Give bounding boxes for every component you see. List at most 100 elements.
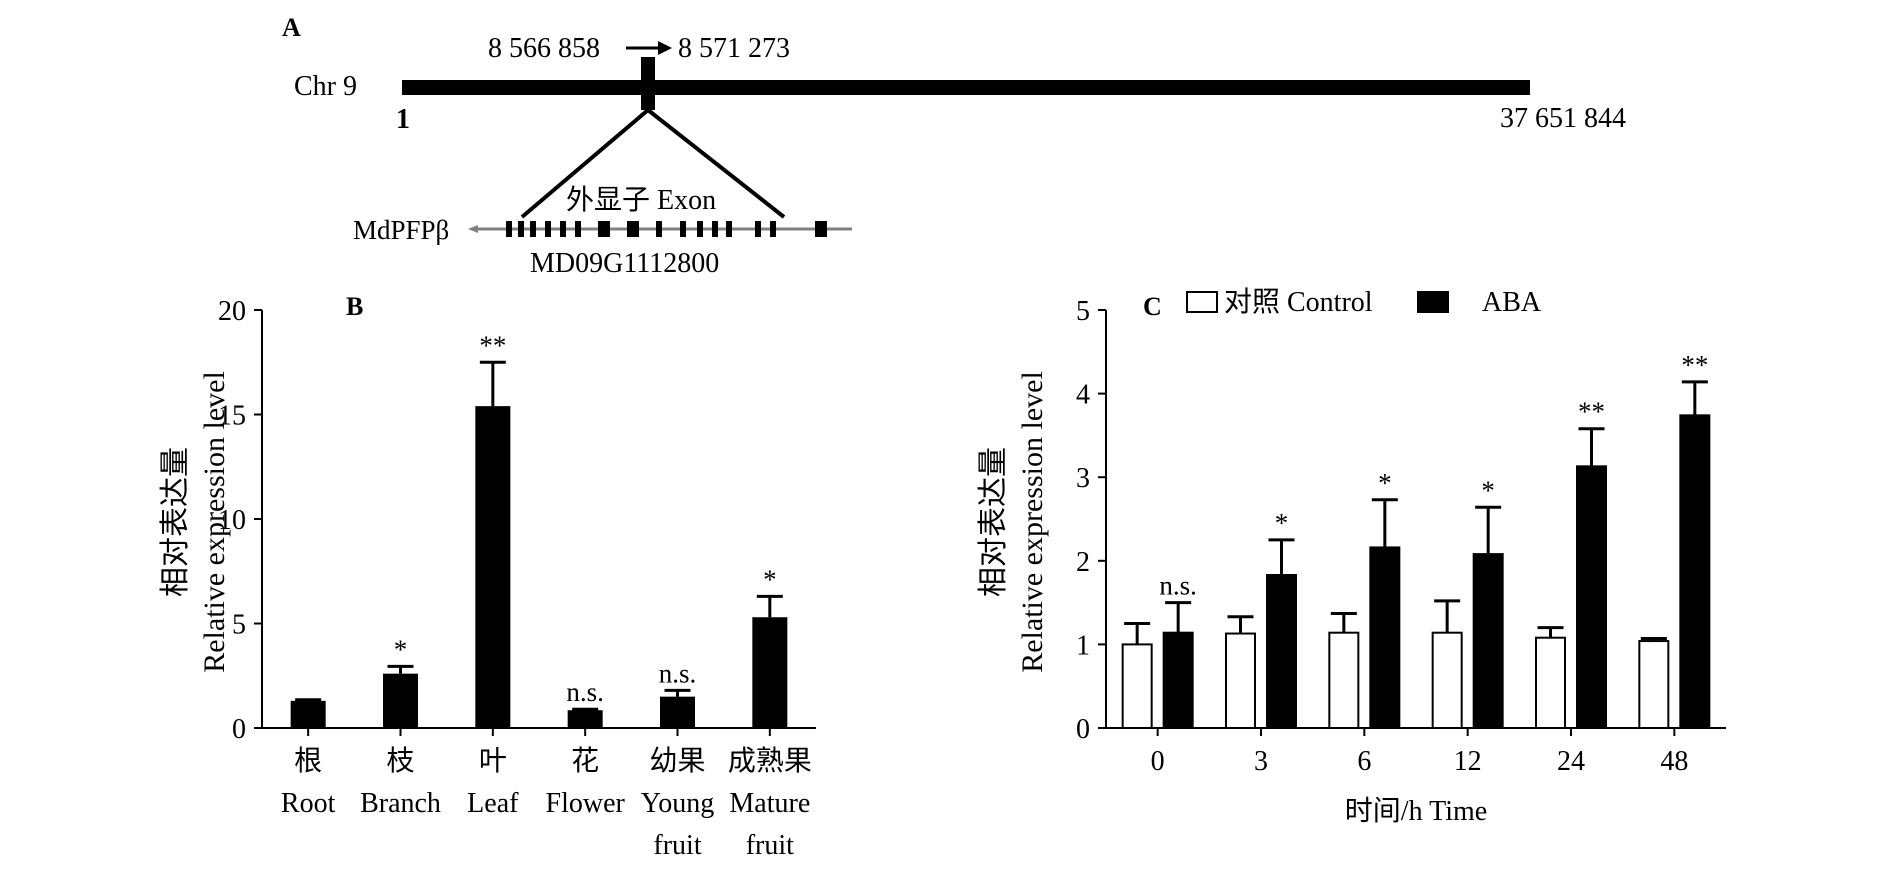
locus-marker	[641, 57, 655, 110]
panel-c-bar-aba	[1369, 546, 1401, 730]
panel-c-y-tick-label: 3	[1076, 463, 1090, 494]
panel-b-significance: *	[394, 634, 408, 664]
panel-b-bar	[290, 700, 326, 728]
panel-b-ylabel-en: Relative expression level	[198, 371, 231, 673]
exon-block	[560, 221, 566, 237]
panel-b-category-en: Root	[281, 788, 336, 819]
exon-block	[815, 221, 827, 237]
panel-b-category-cn: 叶	[479, 746, 507, 777]
exon-block	[545, 221, 551, 237]
panel-b-category-cn: 枝	[386, 745, 414, 777]
legend-label-aba: ABA	[1482, 287, 1542, 318]
panel-c-bar-aba	[1266, 574, 1297, 730]
panel-c-bar-control	[1121, 643, 1153, 730]
exon-block	[697, 221, 703, 237]
panel-c-y-tick-label: 1	[1076, 630, 1090, 661]
panel-b-y-tick-label: 5	[232, 610, 246, 641]
panel-b-bars	[290, 360, 788, 728]
exon-block	[680, 221, 686, 237]
panel-c-bar-control	[1431, 631, 1463, 729]
panel-c-y-tick-label: 5	[1076, 296, 1090, 327]
panel-b-bar	[475, 406, 511, 728]
panel-b-axes: 0 5 10 15 20	[218, 296, 816, 745]
panel-c-significance: **	[1578, 397, 1605, 427]
zoom-line-right	[646, 108, 786, 219]
exon-block	[656, 221, 662, 237]
panel-c-legend: 对照 Control ABA	[1186, 286, 1542, 318]
panel-c-bar-aba	[1576, 465, 1607, 729]
panel-b-bar	[752, 617, 788, 728]
panel-c-x-tick-label: 6	[1357, 746, 1371, 777]
panel-c-bar-control	[1638, 640, 1670, 730]
panel-b-y-tick-label: 0	[232, 714, 246, 745]
panel-c-x-tick-label: 0	[1151, 746, 1165, 777]
exon-block	[506, 221, 512, 237]
panel-c-x-tick-label: 12	[1454, 746, 1482, 777]
panel-c-chart: C 对照 Control ABA 相对表达量 Relative expressi…	[977, 286, 1726, 827]
panel-b-category-en: Branch	[360, 788, 441, 819]
panel-c-x-tick-label: 24	[1557, 746, 1585, 777]
exon-block	[627, 221, 639, 237]
chromosome-start-label: 1	[396, 104, 410, 135]
exon-label: 外显子 Exon	[566, 184, 716, 216]
panel-b-category-en: Young	[641, 788, 714, 819]
gene-id-label: MD09G1112800	[530, 248, 719, 279]
exon-block	[712, 221, 718, 237]
panel-b-category-en: fruit	[746, 830, 794, 861]
panel-c-significance: **	[1681, 350, 1708, 380]
panel-b-category-cn: 花	[571, 745, 599, 777]
direction-arrow-icon	[658, 41, 672, 55]
panel-b-significance: n.s.	[566, 677, 604, 707]
panel-b-category-cn: 成熟果	[728, 745, 812, 777]
panel-c-x-tick-label: 3	[1254, 746, 1268, 777]
chromosome-end-label: 37 651 844	[1500, 103, 1626, 134]
panel-c-bar-control	[1328, 631, 1360, 729]
panel-c-axes: 0 1 2 3 4 5	[1076, 296, 1726, 745]
panel-c-bar-aba	[1162, 631, 1194, 729]
panel-b-bar	[567, 710, 603, 728]
zoom-line-left	[520, 108, 650, 219]
exon-block	[530, 221, 536, 237]
locus-end-coordinate: 8 571 273	[678, 33, 790, 64]
locus-start-coordinate: 8 566 858	[488, 33, 600, 64]
panel-c-y-tick-label: 0	[1076, 714, 1090, 745]
panel-c-y-tick-label: 2	[1076, 547, 1090, 578]
panel-b-label: B	[346, 292, 363, 321]
panel-b-category-en: Mature	[729, 788, 810, 819]
panel-b-category-en: Leaf	[467, 788, 519, 819]
panel-c-bar-aba	[1679, 414, 1711, 729]
panel-b-significance: n.s.	[659, 658, 697, 688]
panel-c-bar-aba	[1472, 553, 1504, 729]
panel-c-labels: 0 n.s. 3 * 6 * 12 * 24 ** 48 **	[1151, 350, 1709, 777]
panel-b-y-tick-label: 20	[218, 296, 246, 327]
exon-block	[770, 221, 776, 237]
panel-b-category-cn: 根	[294, 745, 322, 777]
exon-block	[575, 221, 581, 237]
panel-b-bar	[383, 673, 418, 728]
legend-swatch-aba	[1417, 291, 1449, 313]
gene-direction-arrow-icon	[468, 225, 478, 233]
panel-b-chart: B 相对表达量 Relative expression level 0 5 10 15…	[159, 292, 816, 861]
panel-b-labels: 根 Root * 枝 Branch ** 叶 Leaf n.s. 花 Flower n.s. 幼果 You…	[281, 330, 812, 861]
exon-block	[598, 221, 610, 237]
panel-c-x-tick-label: 48	[1660, 746, 1688, 777]
panel-c-significance: n.s.	[1159, 571, 1197, 601]
gene-name-label: MdPFPβ	[353, 215, 449, 245]
panel-b-category-en: Flower	[546, 788, 626, 819]
exon-block	[755, 221, 761, 237]
legend-label-control: 对照 Control	[1224, 286, 1373, 318]
panel-c-bar-control	[1225, 632, 1256, 729]
panel-b-ylabel-cn: 相对表达量	[159, 447, 192, 597]
panel-b-significance: **	[479, 330, 506, 360]
exon-block	[518, 221, 524, 237]
panel-c-bar-control	[1535, 636, 1566, 729]
panel-b-category-cn: 幼果	[649, 745, 705, 777]
legend-swatch-control	[1186, 291, 1218, 313]
panel-b-y-tick-label: 15	[218, 401, 246, 432]
panel-c-bars	[1121, 380, 1711, 730]
panel-b-bar	[660, 696, 695, 728]
panel-c-significance: *	[1481, 475, 1495, 505]
panel-c-significance: *	[1378, 468, 1392, 498]
panel-b-y-tick-label: 10	[218, 505, 246, 536]
